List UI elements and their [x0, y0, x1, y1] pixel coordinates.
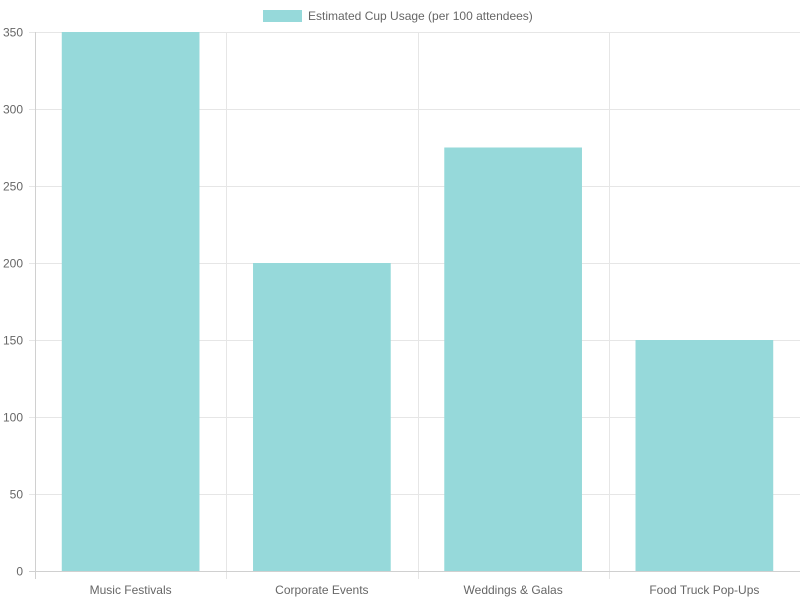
y-tick-label: 200	[3, 257, 23, 271]
bars	[61, 32, 774, 572]
x-axis-ticks: Music Festivals Corporate Events Weddings …	[90, 583, 760, 597]
y-tick-label: 0	[16, 565, 23, 579]
y-tick-label: 300	[3, 103, 23, 117]
y-tick-label: 50	[10, 488, 24, 502]
y-axis-ticks: 0 50 100 150 200 250 300 350	[3, 26, 23, 579]
y-tick-label: 350	[3, 26, 23, 40]
bar[interactable]	[253, 263, 391, 571]
bar[interactable]	[635, 340, 774, 571]
bar[interactable]	[444, 147, 582, 572]
x-tick-label: Music Festivals	[90, 583, 172, 597]
x-tick-label: Weddings & Galas	[464, 583, 563, 597]
axes	[29, 32, 800, 579]
legend-label[interactable]: Estimated Cup Usage (per 100 attendees)	[308, 9, 533, 23]
x-tick-label: Corporate Events	[275, 583, 368, 597]
bar[interactable]	[61, 32, 200, 571]
y-tick-label: 250	[3, 180, 23, 194]
y-tick-label: 150	[3, 334, 23, 348]
x-tick-label: Food Truck Pop-Ups	[649, 583, 759, 597]
legend-swatch[interactable]	[263, 10, 302, 22]
y-tick-label: 100	[3, 411, 23, 425]
legend[interactable]: Estimated Cup Usage (per 100 attendees)	[263, 9, 533, 23]
